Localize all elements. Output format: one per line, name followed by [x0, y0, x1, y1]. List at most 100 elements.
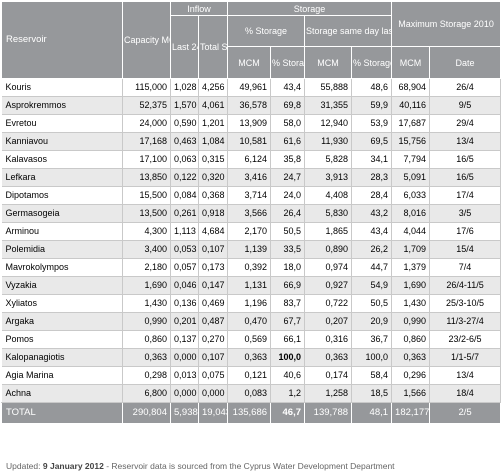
- inflow-last24-cell: 1,113: [170, 222, 199, 241]
- inflow-last24-cell: 0,137: [170, 330, 199, 349]
- inflow-total-cell: 0,173: [198, 258, 229, 277]
- total-capacity: 290,804: [122, 402, 171, 424]
- storage-pct-cell: 50,5: [270, 222, 306, 241]
- last-year-mcm-cell: 31,355: [304, 96, 353, 115]
- storage-pct-cell: 61,6: [270, 132, 306, 151]
- max-storage-mcm-cell: 1,709: [391, 240, 431, 259]
- reservoir-name: Dipotamos: [1, 186, 123, 205]
- table-row: Kanniavou 17,168 0,463 1,084 10,581 61,6 11,93…: [1, 132, 502, 151]
- last-year-mcm-cell: 0,316: [304, 330, 353, 349]
- header-reservoir: Reservoir: [1, 1, 123, 79]
- inflow-total-cell: 1,084: [198, 132, 229, 151]
- header-capacity: Capacity MCM: [122, 1, 171, 79]
- max-storage-mcm-cell: 15,756: [391, 132, 431, 151]
- last-year-pct-cell: 43,2: [351, 204, 393, 223]
- max-storage-date-cell: 13/4: [429, 132, 502, 151]
- last-year-mcm-cell: 12,940: [304, 114, 353, 133]
- capacity-cell: 2,180: [122, 258, 171, 277]
- reservoir-name: Evretou: [1, 114, 123, 133]
- max-storage-mcm-cell: 0,860: [391, 330, 431, 349]
- inflow-total-cell: 0,107: [198, 348, 229, 367]
- storage-pct-cell: 33,5: [270, 240, 306, 259]
- storage-mcm-cell: 0,083: [227, 384, 272, 403]
- table-row: Kalavasos 17,100 0,063 0,315 6,124 35,8 5,828 3…: [1, 150, 502, 169]
- last-year-mcm-cell: 1,865: [304, 222, 353, 241]
- last-year-pct-cell: 43,4: [351, 222, 393, 241]
- max-storage-date-cell: 17/6: [429, 222, 502, 241]
- max-storage-date-cell: 16/5: [429, 168, 502, 187]
- max-storage-mcm-cell: 17,687: [391, 114, 431, 133]
- inflow-last24-cell: 1,570: [170, 96, 199, 115]
- last-year-mcm-cell: 0,174: [304, 366, 353, 385]
- reservoir-name: Germasogeia: [1, 204, 123, 223]
- storage-mcm-cell: 0,569: [227, 330, 272, 349]
- inflow-total-cell: 0,107: [198, 240, 229, 259]
- updated-label: Updated:: [6, 461, 41, 471]
- storage-pct-cell: 24,0: [270, 186, 306, 205]
- reservoir-name: Vyzakia: [1, 276, 123, 295]
- table-row: Xyliatos 1,430 0,136 0,469 1,196 83,7 0,722 50,…: [1, 294, 502, 313]
- capacity-cell: 13,850: [122, 168, 171, 187]
- storage-pct-cell: 58,0: [270, 114, 306, 133]
- table-row: Pomos 0,860 0,137 0,270 0,569 66,1 0,316 36,7 0,…: [1, 330, 502, 349]
- inflow-last24-cell: 0,046: [170, 276, 199, 295]
- max-storage-mcm-cell: 1,566: [391, 384, 431, 403]
- storage-pct-cell: 66,1: [270, 330, 306, 349]
- capacity-cell: 4,300: [122, 222, 171, 241]
- table-row: Polemidia 3,400 0,053 0,107 1,139 33,5 0,890 26…: [1, 240, 502, 259]
- last-year-mcm-cell: 5,828: [304, 150, 353, 169]
- last-year-mcm-cell: 4,408: [304, 186, 353, 205]
- header-storage: Storage: [227, 1, 393, 16]
- header-same-day-last-year: Storage same day last year: [304, 15, 393, 47]
- total-max-mcm: 182,177: [391, 402, 431, 424]
- reservoir-name: Kalavasos: [1, 150, 123, 169]
- max-storage-date-cell: 16/5: [429, 150, 502, 169]
- table-row: Agia Marina 0,298 0,013 0,075 0,121 40,6 0,174…: [1, 366, 502, 385]
- inflow-last24-cell: 0,122: [170, 168, 199, 187]
- reservoir-rows: Kouris 115,000 1,028 4,256 49,961 43,4 55,888 4…: [1, 78, 502, 403]
- total-ly-mcm: 139,788: [304, 402, 353, 424]
- max-storage-mcm-cell: 6,033: [391, 186, 431, 205]
- max-storage-date-cell: 26/4: [429, 78, 502, 97]
- inflow-total-cell: 0,368: [198, 186, 229, 205]
- reservoir-name: Kouris: [1, 78, 123, 97]
- inflow-last24-cell: 0,013: [170, 366, 199, 385]
- capacity-cell: 52,375: [122, 96, 171, 115]
- total-storage-pct: 46,7: [270, 402, 306, 424]
- reservoir-name: Kalopanagiotis: [1, 348, 123, 367]
- storage-pct-cell: 83,7: [270, 294, 306, 313]
- capacity-cell: 6,800: [122, 384, 171, 403]
- storage-pct-cell: 69,8: [270, 96, 306, 115]
- max-storage-date-cell: 13/4: [429, 366, 502, 385]
- total-ly-pct: 48,1: [351, 402, 393, 424]
- storage-mcm-cell: 3,566: [227, 204, 272, 223]
- table-row: Vyzakia 1,690 0,046 0,147 1,131 66,9 0,927 54,9…: [1, 276, 502, 295]
- inflow-total-cell: 0,918: [198, 204, 229, 223]
- header-max-date: Date: [429, 46, 502, 79]
- header-pct-storage: % Storage: [227, 15, 306, 47]
- table-row: Mavrokolympos 2,180 0,057 0,173 0,392 18,0 0,9…: [1, 258, 502, 277]
- table-row: Achna 6,800 0,000 0,000 0,083 1,2 1,258 18,5 1,5…: [1, 384, 502, 403]
- last-year-pct-cell: 44,7: [351, 258, 393, 277]
- last-year-pct-cell: 53,9: [351, 114, 393, 133]
- inflow-last24-cell: 0,136: [170, 294, 199, 313]
- storage-pct-cell: 67,7: [270, 312, 306, 331]
- storage-pct-cell: 26,4: [270, 204, 306, 223]
- updated-date: 9 January 2012: [42, 461, 104, 471]
- table-row: Argaka 0,990 0,201 0,487 0,470 67,7 0,207 20,9 0…: [1, 312, 502, 331]
- storage-mcm-cell: 3,714: [227, 186, 272, 205]
- last-year-pct-cell: 50,5: [351, 294, 393, 313]
- max-storage-date-cell: 23/2-6/5: [429, 330, 502, 349]
- header-max-mcm: MCM: [391, 46, 431, 79]
- inflow-last24-cell: 0,201: [170, 312, 199, 331]
- table-row: Germasogeia 13,500 0,261 0,918 3,566 26,4 5,83…: [1, 204, 502, 223]
- max-storage-date-cell: 18/4: [429, 384, 502, 403]
- inflow-last24-cell: 0,000: [170, 348, 199, 367]
- source-note: - Reservoir data is sourced from the Cyp…: [103, 461, 395, 471]
- table-row: Lefkara 13,850 0,122 0,320 3,416 24,7 3,913 28,…: [1, 168, 502, 187]
- table-row: Kouris 115,000 1,028 4,256 49,961 43,4 55,888 4…: [1, 78, 502, 97]
- header-total-since: Total Since 01-Oct-10: [197, 15, 229, 79]
- last-year-mcm-cell: 5,830: [304, 204, 353, 223]
- header-max-storage: Maximum Storage 2010: [391, 1, 502, 47]
- max-storage-date-cell: 29/4: [429, 114, 502, 133]
